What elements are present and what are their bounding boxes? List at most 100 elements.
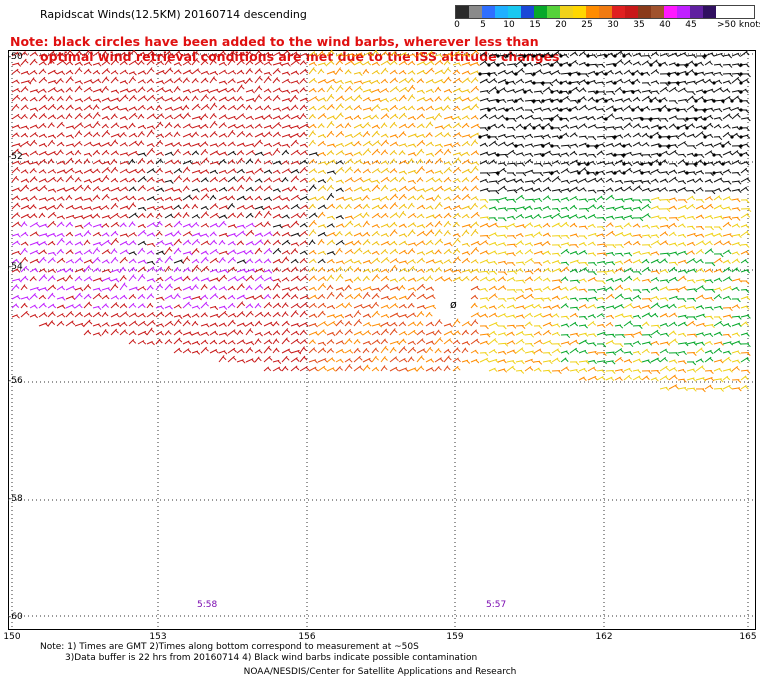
wind-barb-feather xyxy=(592,242,596,246)
wind-barb-feather xyxy=(240,70,245,75)
wind-barb-feather xyxy=(682,118,687,123)
wind-barb-feather xyxy=(403,233,408,238)
wind-barb-feather xyxy=(628,252,633,257)
wind-barb-feather xyxy=(367,161,371,166)
wind-barb-feather xyxy=(178,304,182,309)
wind-barb-feather xyxy=(79,287,84,292)
wind-barb-feather xyxy=(683,64,688,69)
wind-barb xyxy=(11,303,18,309)
wind-barb-feather xyxy=(683,142,688,146)
wind-barb-feather xyxy=(701,55,706,60)
wind-barb-feather xyxy=(232,241,236,246)
wind-barb-feather xyxy=(565,304,569,308)
wind-barb-feather xyxy=(458,133,462,137)
wind-barb-feather xyxy=(63,170,67,174)
wind-barb-feather xyxy=(636,277,641,282)
wind-barb-feather xyxy=(520,195,525,200)
wind-barb-feather xyxy=(249,196,254,201)
wind-barb-feather xyxy=(61,313,66,318)
wind-barb-feather xyxy=(61,133,65,137)
wind-barb-feather xyxy=(17,63,22,67)
wind-barb-feather xyxy=(457,116,462,121)
wind-barb-feather xyxy=(368,52,373,57)
wind-barb-feather xyxy=(61,239,65,243)
wind-barb-feather xyxy=(60,78,64,83)
wind-barb-feather xyxy=(42,257,47,262)
wind-barb-feather xyxy=(637,61,642,66)
wind-barb-feather xyxy=(700,226,705,230)
wind-barb xyxy=(326,291,333,300)
wind-barb-feather xyxy=(421,224,426,229)
contamination-dot xyxy=(739,63,743,67)
wind-barb xyxy=(335,204,341,210)
wind-barb-feather xyxy=(475,222,480,227)
wind-barb xyxy=(362,212,368,219)
legend-tick-1: 5 xyxy=(480,20,486,30)
wind-barb-feather xyxy=(519,124,524,129)
wind-barb xyxy=(137,130,143,138)
wind-barb xyxy=(371,114,377,120)
wind-barb-feather xyxy=(458,88,463,93)
wind-barb-feather xyxy=(593,80,598,85)
wind-barb-feather xyxy=(340,143,345,148)
wind-barb-feather xyxy=(286,293,291,298)
wind-barb-feather xyxy=(69,222,74,227)
wind-barb xyxy=(164,283,171,291)
wind-barb-feather xyxy=(736,151,741,155)
wind-barb-feather xyxy=(24,133,29,138)
wind-barb-feather xyxy=(682,224,686,228)
wind-barb-feather xyxy=(709,196,713,201)
wind-barb xyxy=(110,139,117,147)
wind-barb-feather xyxy=(413,242,418,247)
wind-barb-feather xyxy=(474,167,479,171)
wind-barb-feather xyxy=(320,240,325,244)
wind-barb-feather xyxy=(575,116,579,121)
wind-barb-feather xyxy=(35,222,40,227)
wind-barb-feather xyxy=(295,221,300,226)
wind-barb-feather xyxy=(195,196,199,201)
wind-barb-feather xyxy=(277,278,282,283)
wind-barb-feather xyxy=(593,54,598,59)
wind-barb-feather xyxy=(503,162,507,167)
wind-barb-feather xyxy=(683,187,688,192)
wind-barb-feather xyxy=(196,305,201,310)
wind-barb-feather xyxy=(620,187,625,192)
wind-barb-feather xyxy=(113,159,118,164)
wind-barb-feather xyxy=(359,160,363,164)
wind-barb-feather xyxy=(161,88,166,92)
wind-barb-feather xyxy=(250,125,254,129)
wind-barb-feather xyxy=(178,197,183,202)
wind-barb-feather xyxy=(312,88,317,93)
wind-barb-feather xyxy=(61,53,66,58)
wind-barb-feather xyxy=(612,244,617,249)
wind-barb-feather xyxy=(141,295,146,299)
wind-barb-feather xyxy=(233,169,237,173)
wind-barb-feather xyxy=(665,151,670,156)
wind-barb xyxy=(182,275,189,282)
wind-barb-feather xyxy=(169,180,174,184)
wind-barb-feather xyxy=(331,204,336,209)
wind-barb-feather xyxy=(573,151,578,156)
wind-barb-feather xyxy=(348,285,352,290)
wind-barb-feather xyxy=(349,116,354,121)
wind-barb-feather xyxy=(134,141,139,146)
wind-barb xyxy=(389,202,397,210)
wind-barb-feather xyxy=(736,207,741,212)
wind-barb-feather xyxy=(322,170,327,175)
wind-barb-feather xyxy=(539,207,543,212)
wind-barb xyxy=(245,303,252,309)
wind-barb-feather xyxy=(539,90,544,95)
wind-barb-feather xyxy=(736,198,741,203)
wind-barb xyxy=(83,131,91,138)
wind-barb-feather xyxy=(556,145,561,150)
wind-barb-feather xyxy=(530,234,535,238)
wind-barb-feather xyxy=(728,277,733,281)
wind-barb-feather xyxy=(321,267,326,272)
wind-barb-feather xyxy=(736,268,740,272)
wind-barb-feather xyxy=(61,215,66,220)
wind-barb-feather xyxy=(476,124,481,129)
wind-barb-feather xyxy=(26,141,31,146)
contamination-dot xyxy=(685,162,689,166)
wind-barb-feather xyxy=(673,223,677,228)
wind-barb-feather xyxy=(52,51,57,56)
